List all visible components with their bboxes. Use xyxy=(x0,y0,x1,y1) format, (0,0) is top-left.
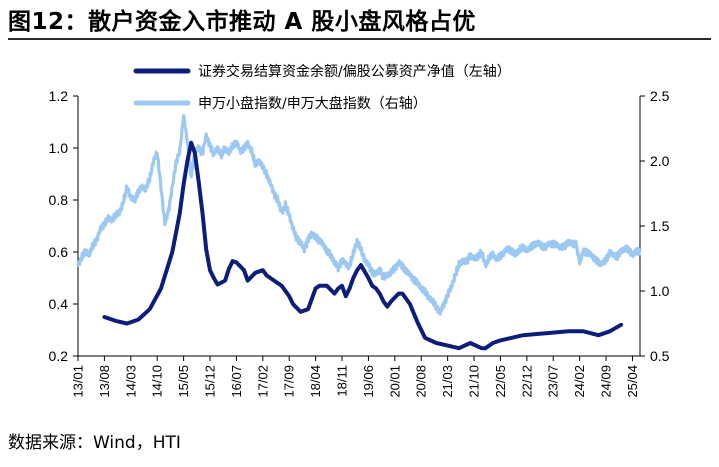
x-ticks: 13/01 13/08 14/03 14/10 15/05 15/12 16/07 17/02… xyxy=(71,356,640,398)
x-tick-label: 22/12 xyxy=(519,365,534,398)
source-note: 数据来源：Wind，HTI xyxy=(8,433,181,453)
x-tick-label: 14/10 xyxy=(150,365,165,398)
x-tick-label: 23/07 xyxy=(546,365,561,398)
series-layer xyxy=(76,114,642,351)
left-y-tick-label: 1.0 xyxy=(49,140,69,156)
right-y-tick-label: 0.5 xyxy=(650,348,670,364)
x-tick-label: 21/03 xyxy=(440,365,455,398)
right-y-tick-label: 2.0 xyxy=(650,153,670,169)
right-y-ticks: 2.5 2.0 1.5 1.0 0.5 xyxy=(640,88,670,364)
x-tick-label: 18/04 xyxy=(308,365,323,398)
left-y-tick-label: 0.6 xyxy=(49,244,69,260)
left-y-ticks: 1.2 1.0 0.8 0.6 0.4 0.2 xyxy=(49,88,78,364)
left-y-tick-label: 0.8 xyxy=(49,192,69,208)
left-y-tick-label: 0.4 xyxy=(49,296,69,312)
x-tick-label: 16/07 xyxy=(229,365,244,398)
x-tick-label: 15/12 xyxy=(203,365,218,398)
x-tick-label: 24/09 xyxy=(599,365,614,398)
x-tick-label: 21/10 xyxy=(467,365,482,398)
right-y-tick-label: 1.0 xyxy=(650,283,670,299)
right-y-tick-label: 2.5 xyxy=(650,88,670,104)
x-tick-label: 24/02 xyxy=(572,365,587,398)
x-tick-label: 14/03 xyxy=(123,365,138,398)
legend-label-left-series: 证券交易结算资金余额/偏股公募资产净值（左轴） xyxy=(198,63,511,80)
x-tick-label: 18/11 xyxy=(335,365,350,397)
chart-axes xyxy=(77,96,641,357)
left-y-tick-label: 1.2 xyxy=(49,88,69,104)
x-tick-label: 17/02 xyxy=(255,365,270,398)
right-y-tick-label: 1.5 xyxy=(650,218,670,234)
x-tick-label: 20/08 xyxy=(414,365,429,398)
x-tick-label: 15/05 xyxy=(176,365,191,398)
x-tick-label: 20/01 xyxy=(387,365,402,398)
left-y-tick-label: 0.2 xyxy=(49,348,69,364)
series-line-settlement-fund-ratio xyxy=(102,140,624,351)
x-tick-label: 13/01 xyxy=(71,365,86,398)
x-tick-label: 25/04 xyxy=(625,365,640,398)
x-tick-label: 17/09 xyxy=(282,365,297,398)
series-line-small-large-cap-ratio xyxy=(76,114,642,316)
x-tick-label: 13/08 xyxy=(97,365,112,398)
legend: 证券交易结算资金余额/偏股公募资产净值（左轴） 申万小盘指数/申万大盘指数（右轴… xyxy=(133,63,511,112)
title-rule xyxy=(8,38,711,40)
x-tick-label: 19/06 xyxy=(361,365,376,398)
x-tick-label: 22/05 xyxy=(493,365,508,398)
page-title: 图12：散户资金入市推动 A 股小盘风格占优 xyxy=(8,9,476,35)
legend-label-right-series: 申万小盘指数/申万大盘指数（右轴） xyxy=(198,95,427,112)
